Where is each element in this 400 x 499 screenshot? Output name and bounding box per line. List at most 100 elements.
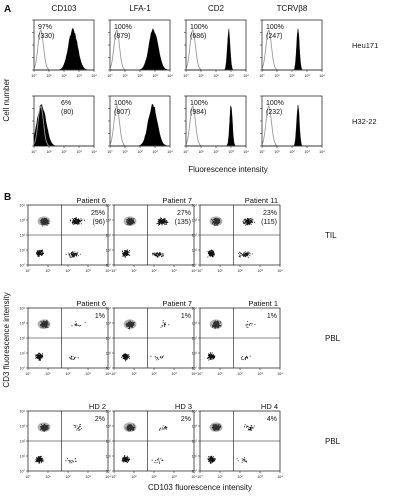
x-tick-label: 10⁴: [191, 269, 197, 273]
x-tick-label: 10²: [151, 372, 157, 376]
y-tick-label: 10°: [106, 264, 112, 268]
x-tick-label: 10⁴: [91, 150, 97, 154]
panel-a-letter: A: [4, 4, 11, 15]
y-tick-label: 10°: [192, 470, 198, 474]
x-tick-label: 10³: [76, 74, 82, 78]
x-tick-label: 10²: [137, 74, 143, 78]
percent-label: 4%: [267, 416, 277, 423]
event-dots: [207, 217, 255, 259]
x-tick-label: 10³: [257, 475, 263, 479]
percent-label: 2%: [181, 416, 191, 423]
x-tick-label: 10°: [111, 372, 117, 376]
y-tick-label: 10°: [20, 264, 26, 268]
x-tick-label: 10²: [237, 475, 243, 479]
row-label: PBL: [325, 334, 341, 343]
x-tick-label: 10¹: [198, 74, 204, 78]
percent-label: 97%: [38, 24, 52, 31]
y-tick-label: 10²: [20, 234, 26, 238]
y-tick-label: 10⁴: [191, 204, 197, 208]
x-tick-label: 10³: [85, 475, 91, 479]
y-tick-label: 10²: [20, 337, 26, 341]
percent-label: 100%: [114, 24, 132, 31]
x-tick-label: 10²: [65, 475, 71, 479]
mfi-label: (330): [38, 33, 54, 40]
y-tick-label: 10°: [192, 264, 198, 268]
x-tick-label: 10²: [151, 269, 157, 273]
y-tick-label: 10⁴: [19, 410, 25, 414]
count-label: (115): [261, 219, 277, 226]
y-tick-label: 10²: [192, 337, 198, 341]
x-tick-label: 10⁴: [277, 269, 283, 273]
x-tick-label: 10²: [65, 372, 71, 376]
x-tick-label: 10¹: [131, 475, 137, 479]
x-tick-label: 10³: [76, 150, 82, 154]
marker-header: CD103: [52, 4, 77, 13]
percent-label: 6%: [61, 100, 71, 107]
y-tick-label: 10¹: [192, 455, 198, 459]
density-core: [37, 422, 51, 433]
count-label: (135): [175, 219, 191, 226]
x-tick-label: 10³: [171, 372, 177, 376]
plot-title: Patient 11: [245, 196, 278, 205]
mfi-label: (247): [266, 33, 282, 40]
y-tick-label: 10¹: [20, 249, 26, 253]
histogram-plot: 10° 10¹ 10² 10³ 10⁴ 100% (247): [259, 19, 325, 78]
y-tick-label: 10¹: [192, 352, 198, 356]
x-tick-label: 10°: [183, 74, 189, 78]
density-core: [123, 422, 137, 433]
y-tick-label: 10°: [106, 367, 112, 371]
panel-b-scatter-plots: TILPBLPBL10°10°10¹10¹10²10²10³10³10⁴10⁴P…: [19, 196, 340, 479]
x-tick-label: 10²: [213, 74, 219, 78]
percent-label: 1%: [181, 313, 191, 320]
percent-label: 1%: [95, 313, 105, 320]
x-tick-label: 10²: [61, 74, 67, 78]
x-tick-label: 10³: [257, 269, 263, 273]
event-dots: [36, 217, 85, 258]
x-tick-label: 10³: [171, 269, 177, 273]
x-tick-label: 10³: [228, 150, 234, 154]
panel-a-histograms: CD103 LFA-1 CD2 TCRVβ8 Heu171 H32-22 10° 10¹ 10²…: [31, 4, 378, 154]
x-tick-label: 10¹: [131, 269, 137, 273]
x-tick-label: 10³: [85, 372, 91, 376]
y-tick-label: 10¹: [192, 249, 198, 253]
x-tick-label: 10²: [237, 269, 243, 273]
marker-header: LFA-1: [129, 4, 151, 13]
x-tick-label: 10²: [65, 269, 71, 273]
x-tick-label: 10³: [304, 74, 310, 78]
y-tick-label: 10³: [192, 219, 198, 223]
x-tick-label: 10⁴: [91, 74, 97, 78]
x-tick-label: 10⁴: [105, 269, 111, 273]
cell-line-label: Heu171: [352, 41, 378, 50]
x-tick-label: 10²: [61, 150, 67, 154]
y-tick-label: 10²: [20, 440, 26, 444]
x-tick-label: 10¹: [274, 150, 280, 154]
histogram-plot: 10° 10¹ 10² 10³ 10⁴ 100% (686): [183, 19, 249, 78]
x-tick-label: 10⁴: [277, 475, 283, 479]
dot-plot: 10°10° 10¹ 10¹ 10² 10² 10³ 10³ 10⁴ 10⁴ HD 4 4%: [191, 402, 283, 479]
row-label: TIL: [325, 231, 337, 240]
percent-label: 100%: [266, 24, 284, 31]
percent-label: 100%: [190, 24, 208, 31]
mfi-label: (879): [114, 33, 130, 40]
y-tick-label: 10²: [106, 337, 112, 341]
y-tick-label: 10³: [192, 322, 198, 326]
x-tick-label: 10⁴: [167, 150, 173, 154]
y-tick-label: 10¹: [106, 352, 112, 356]
row-label: PBL: [325, 437, 341, 446]
x-tick-label: 10³: [228, 74, 234, 78]
histogram-plot: 10° 10¹ 10² 10³ 10⁴ 100% (232): [259, 95, 325, 154]
x-tick-label: 10¹: [45, 475, 51, 479]
x-tick-label: 10°: [25, 475, 31, 479]
plot-title: Patient 7: [162, 196, 192, 205]
x-tick-label: 10°: [259, 74, 265, 78]
percent-label: 100%: [266, 100, 284, 107]
x-tick-label: 10°: [107, 150, 113, 154]
event-dots: [121, 423, 168, 464]
dot-plot: 10°10° 10¹ 10¹ 10² 10² 10³ 10³ 10⁴ 10⁴ Patient 11…: [191, 196, 283, 273]
x-tick-label: 10³: [85, 269, 91, 273]
percent-label: 1%: [267, 313, 277, 320]
percent-label: 23%: [263, 210, 277, 217]
y-tick-label: 10³: [20, 425, 26, 429]
